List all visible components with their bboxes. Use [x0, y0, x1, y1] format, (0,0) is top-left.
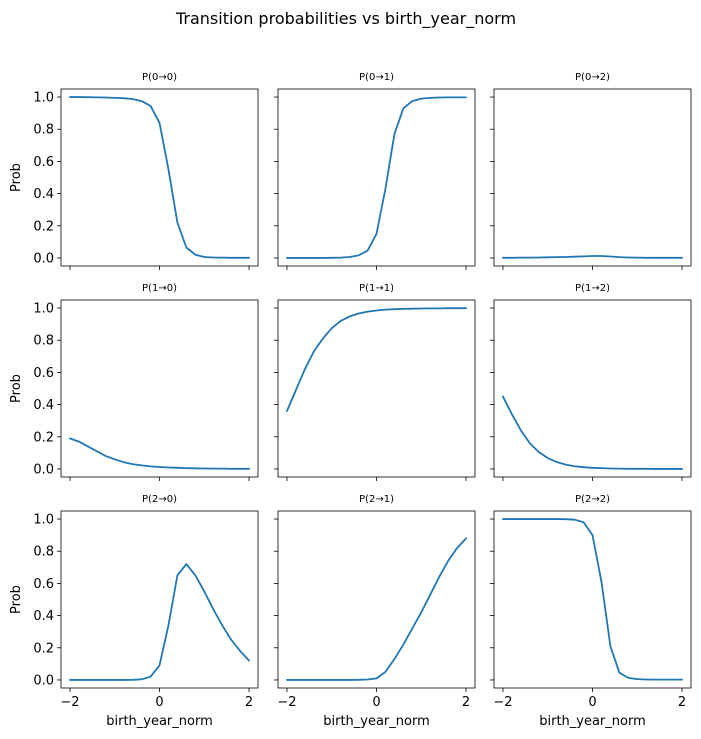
series-line [286, 96, 467, 259]
panel-1-0: P(1→0) 0.0 0.2 0.4 0.6 0.8 1.0 Prob [9, 283, 259, 481]
panel-2-0: P(2→0) 0.0 0.2 0.4 0.6 0.8 1.0 −2 0 2 Prob birth_ye… [9, 494, 259, 729]
axes-frame [493, 88, 692, 267]
axes-frame [493, 299, 692, 478]
axes-frame [277, 510, 476, 689]
panel-title: P(1→1) [359, 283, 394, 294]
x-tick-label: 0 [155, 695, 163, 710]
x-tick-label: 0 [372, 695, 380, 710]
y-tick-label: 0.0 [33, 251, 54, 266]
y-tick-label: 0.4 [33, 609, 54, 624]
y-tick-label: 0.2 [33, 641, 54, 656]
series-line [286, 537, 467, 681]
panel-0-2: P(0→2) [490, 72, 692, 270]
y-tick-label: 0.8 [33, 334, 54, 349]
panel-title: P(1→0) [142, 283, 177, 294]
x-tick-label: 2 [678, 695, 686, 710]
series-line [69, 563, 250, 681]
y-axis-label: Prob [9, 163, 24, 192]
y-tick-label: 0.0 [33, 462, 54, 477]
axes-frame [60, 510, 259, 689]
series-line [502, 518, 683, 681]
x-axis-label: birth_year_norm [323, 714, 430, 729]
y-tick-label: 0.4 [33, 187, 54, 202]
x-axis-label: birth_year_norm [539, 714, 646, 729]
y-tick-label: 0.6 [33, 155, 54, 170]
y-tick-label: 1.0 [33, 91, 54, 106]
series-line [286, 307, 467, 412]
x-tick-label: 0 [588, 695, 596, 710]
axes-frame [493, 510, 692, 689]
series-line [502, 255, 683, 259]
x-tick-label: 2 [462, 695, 470, 710]
y-axis-label: Prob [9, 374, 24, 403]
panel-title: P(0→2) [575, 72, 610, 83]
panel-0-0: P(0→0) 0.0 0.2 0.4 0.6 0.8 1.0 Prob [9, 72, 259, 270]
y-axis-label: Prob [9, 585, 24, 614]
panel-1-1: P(1→1) [274, 283, 476, 481]
axes-frame [277, 299, 476, 478]
y-tick-label: 0.8 [33, 123, 54, 138]
panel-0-1: P(0→1) [274, 72, 476, 270]
x-tick-label: −2 [493, 695, 512, 710]
y-tick-label: 0.8 [33, 545, 54, 560]
x-tick-label: −2 [60, 695, 79, 710]
panel-title: P(0→0) [142, 72, 177, 83]
axes-frame [60, 299, 259, 478]
panel-title: P(2→2) [575, 494, 610, 505]
x-axis-label: birth_year_norm [106, 714, 213, 729]
x-tick-label: −2 [277, 695, 296, 710]
axes-frame [277, 88, 476, 267]
y-tick-label: 0.4 [33, 398, 54, 413]
series-line [69, 96, 250, 259]
series-line [502, 395, 683, 470]
panel-title: P(2→0) [142, 494, 177, 505]
panel-1-2: P(1→2) [490, 283, 692, 481]
panels-grid: P(0→0) 0.0 0.2 0.4 0.6 0.8 1.0 Prob P(0→1) P(0→2)… [9, 72, 692, 729]
series-line [69, 437, 250, 470]
panel-title: P(0→1) [359, 72, 394, 83]
panel-2-2: P(2→2) −2 0 2 birth_year_norm [490, 494, 692, 729]
y-tick-label: 0.2 [33, 430, 54, 445]
x-tick-label: 2 [245, 695, 253, 710]
y-tick-label: 1.0 [33, 513, 54, 528]
y-tick-label: 0.6 [33, 577, 54, 592]
y-tick-label: 0.6 [33, 366, 54, 381]
y-tick-label: 0.2 [33, 219, 54, 234]
panel-title: P(2→1) [359, 494, 394, 505]
panel-2-1: P(2→1) −2 0 2 birth_year_norm [274, 494, 476, 729]
panel-title: P(1→2) [575, 283, 610, 294]
y-tick-label: 1.0 [33, 302, 54, 317]
chart-suptitle: Transition probabilities vs birth_year_n… [175, 9, 516, 29]
y-tick-label: 0.0 [33, 673, 54, 688]
axes-frame [60, 88, 259, 267]
